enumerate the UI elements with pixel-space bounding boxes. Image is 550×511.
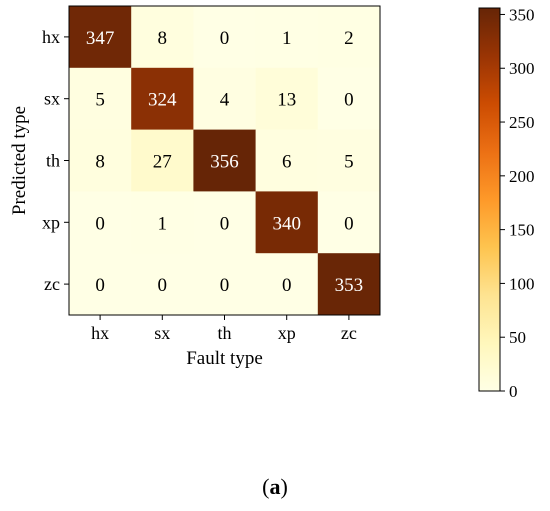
heatmap-cell xyxy=(193,67,257,131)
heatmap-cell xyxy=(193,191,257,254)
y-tick-label: hx xyxy=(42,27,60,47)
x-tick-label: th xyxy=(217,323,231,343)
cell-value-label: 324 xyxy=(148,90,177,111)
y-tick-label: sx xyxy=(44,89,60,109)
x-tick-label: xp xyxy=(278,323,296,343)
cell-value-label: 2 xyxy=(344,28,354,49)
colorbar-tick-label: 300 xyxy=(509,59,535,78)
cell-value-label: 8 xyxy=(95,152,105,173)
heatmap-cell xyxy=(317,6,381,69)
caption-letter: a xyxy=(269,474,281,499)
x-tick-label: hx xyxy=(91,323,109,343)
y-tick-label: zc xyxy=(44,274,60,294)
cell-value-label: 0 xyxy=(282,275,292,296)
cell-value-label: 353 xyxy=(335,275,364,296)
figure-caption: (a) xyxy=(0,474,550,500)
heatmap-cell xyxy=(255,129,319,192)
x-axis-ticks: hx sx th xp zc xyxy=(91,315,357,343)
cell-value-label: 0 xyxy=(220,28,230,49)
colorbar xyxy=(478,7,501,392)
colorbar-tick-label: 0 xyxy=(509,382,518,401)
y-tick-label: xp xyxy=(42,212,60,232)
caption-open: ( xyxy=(262,474,270,499)
cell-value-label: 0 xyxy=(158,275,168,296)
x-tick-label: sx xyxy=(154,323,170,343)
heatmap-cell xyxy=(131,253,194,316)
heatmap-cell xyxy=(131,6,194,69)
colorbar-tick-label: 200 xyxy=(509,167,535,186)
caption-close: ) xyxy=(280,474,288,499)
cell-value-label: 5 xyxy=(95,90,105,111)
y-axis-ticks: hx sx th xp zc xyxy=(42,27,69,294)
cell-value-label: 4 xyxy=(220,90,230,111)
cell-value-label: 5 xyxy=(344,152,354,173)
cell-value-label: 0 xyxy=(95,213,105,234)
cell-value-label: 13 xyxy=(277,90,296,111)
colorbar-tick-label: 50 xyxy=(509,328,526,347)
cell-value-label: 1 xyxy=(282,28,292,49)
cell-value-label: 1 xyxy=(158,213,168,234)
heatmap-cell xyxy=(131,67,194,131)
heatmap-cell xyxy=(317,253,381,316)
heatmap-cell xyxy=(193,6,257,69)
heatmap-cell xyxy=(131,129,194,192)
heatmap-cell xyxy=(317,191,381,254)
cell-value-label: 27 xyxy=(153,152,172,173)
cell-value-label: 340 xyxy=(272,213,301,234)
colorbar-tick-label: 250 xyxy=(509,113,535,132)
cell-value-label: 0 xyxy=(344,90,354,111)
heatmap-cell xyxy=(69,6,132,69)
cell-value-label: 0 xyxy=(344,213,354,234)
colorbar-ticks: 0 50 100 150 200 250 300 350 xyxy=(500,5,535,401)
heatmap-cell xyxy=(131,191,194,254)
heatmap-cells xyxy=(69,6,381,316)
confusion-matrix-figure: 347 8 0 1 25 324 4 13 08 27 356 6 50 1 0 340 00 0 0 0 353 hx… xyxy=(9,5,535,401)
cell-value-label: 6 xyxy=(282,152,292,173)
heatmap-cell xyxy=(255,67,319,131)
heatmap-cell xyxy=(317,67,381,131)
heatmap-cell-values: 347 8 0 1 2 5 324 4 13 0 8 27 356 6 5 0 1 0 340 0 0 0 0 0 353 xyxy=(86,28,363,296)
y-axis-label: Predicted type xyxy=(9,106,30,215)
heatmap-cell xyxy=(255,191,319,254)
x-tick-label: zc xyxy=(341,323,357,343)
heatmap-cell xyxy=(255,253,319,316)
heatmap-cell xyxy=(193,253,257,316)
cell-value-label: 347 xyxy=(86,28,115,49)
heatmap-cell xyxy=(255,6,319,69)
heatmap-cell xyxy=(69,253,132,316)
colorbar-tick-label: 150 xyxy=(509,221,535,240)
cell-value-label: 0 xyxy=(220,275,230,296)
y-tick-label: th xyxy=(46,151,60,171)
cell-value-label: 0 xyxy=(95,275,105,296)
cell-value-label: 8 xyxy=(158,28,168,49)
heatmap-cell xyxy=(317,129,381,192)
colorbar-tick-label: 350 xyxy=(509,5,535,24)
heatmap-cell xyxy=(69,67,132,131)
heatmap-cell xyxy=(69,191,132,254)
heatmap-cell xyxy=(69,129,132,192)
colorbar-tick-label: 100 xyxy=(509,274,535,293)
cell-value-label: 356 xyxy=(210,152,239,173)
cell-value-label: 0 xyxy=(220,213,230,234)
heatmap-cell xyxy=(193,129,257,192)
x-axis-label: Fault type xyxy=(186,348,263,369)
